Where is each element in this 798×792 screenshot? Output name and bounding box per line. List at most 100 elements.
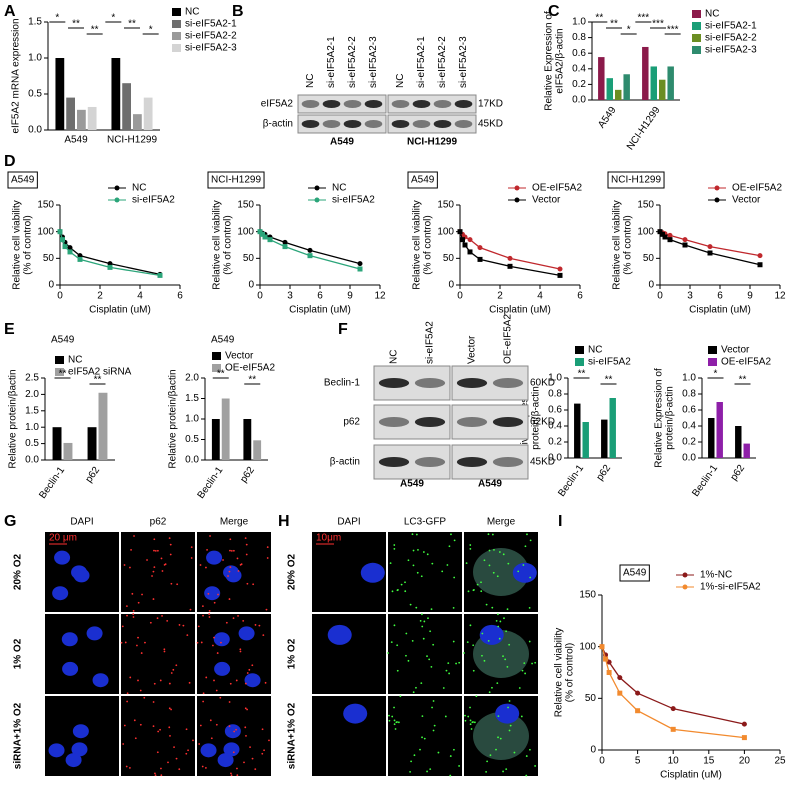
- puncta: [499, 737, 502, 740]
- puncta: [502, 553, 505, 556]
- row-label: β-actin: [263, 119, 293, 130]
- puncta: [431, 562, 434, 565]
- puncta: [228, 570, 231, 573]
- micrograph: [388, 696, 462, 776]
- legend-label: 1%-si-eIF5A2: [700, 582, 761, 593]
- point: [282, 239, 288, 245]
- nucleus: [54, 550, 71, 565]
- puncta: [213, 636, 215, 639]
- y-axis-label: eIF5A2 mRNA expression: [11, 18, 22, 133]
- point: [741, 721, 747, 727]
- puncta: [481, 632, 484, 635]
- title-box: [607, 171, 665, 189]
- puncta: [455, 662, 457, 665]
- y-axis-label: Relative protein/βactin: [8, 369, 19, 468]
- chart-title: NCI-H1299: [611, 175, 661, 186]
- nucleus: [86, 626, 103, 641]
- puncta: [393, 544, 396, 546]
- puncta: [149, 621, 152, 624]
- point: [357, 266, 363, 272]
- puncta: [419, 619, 422, 622]
- puncta: [136, 644, 138, 647]
- bar: [609, 398, 616, 458]
- puncta: [448, 545, 451, 548]
- puncta: [491, 686, 493, 689]
- puncta: [520, 715, 523, 718]
- bar: [211, 419, 220, 460]
- puncta: [217, 593, 219, 596]
- puncta: [266, 557, 269, 559]
- puncta: [129, 767, 131, 769]
- puncta: [251, 757, 254, 760]
- puncta: [429, 630, 432, 633]
- y-axis-label: Relative cell viability: [554, 628, 565, 717]
- puncta: [464, 714, 466, 717]
- x-tick-label: NCI-H1299: [625, 105, 663, 153]
- sig-label: **: [610, 19, 618, 30]
- x-tick-label: 15: [703, 756, 715, 767]
- legend-marker: [714, 185, 720, 191]
- puncta: [475, 695, 478, 698]
- point: [599, 644, 605, 650]
- y-tick-label: 100: [437, 226, 454, 237]
- puncta: [168, 726, 171, 729]
- puncta: [497, 736, 499, 739]
- nucleus: [214, 661, 231, 676]
- point: [477, 245, 483, 251]
- bar: [659, 79, 666, 100]
- y-tick-label: 50: [43, 253, 55, 264]
- puncta: [395, 721, 398, 724]
- puncta: [126, 700, 129, 703]
- x-tick-label: 5: [635, 756, 641, 767]
- puncta: [152, 570, 155, 573]
- puncta: [213, 679, 215, 682]
- puncta: [175, 757, 178, 760]
- puncta: [524, 545, 527, 548]
- legend-marker: [114, 197, 120, 203]
- legend-label: NC: [588, 345, 602, 356]
- puncta: [167, 761, 169, 764]
- puncta: [240, 563, 243, 566]
- puncta: [230, 772, 232, 775]
- micrograph: [388, 532, 462, 612]
- micrograph: [388, 614, 462, 694]
- band: [414, 457, 446, 467]
- puncta: [245, 735, 247, 737]
- puncta: [415, 606, 418, 609]
- puncta: [422, 551, 425, 553]
- point: [635, 708, 641, 714]
- puncta: [157, 730, 160, 733]
- legend-swatch: [575, 358, 584, 366]
- puncta: [449, 755, 452, 757]
- legend-label: si-eIF5A2: [332, 195, 375, 206]
- x-axis-label: Cisplatin (uM): [489, 305, 551, 316]
- puncta: [215, 723, 218, 726]
- puncta: [471, 721, 474, 724]
- puncta: [228, 725, 231, 728]
- puncta: [129, 566, 131, 569]
- y-tick-label: 0: [48, 280, 54, 291]
- point: [670, 726, 676, 732]
- y-tick-label: 2.5: [25, 373, 39, 384]
- nucleus: [213, 632, 230, 647]
- bar: [650, 66, 657, 100]
- puncta: [205, 767, 207, 769]
- nucleus: [200, 743, 217, 758]
- puncta: [188, 681, 191, 684]
- puncta: [469, 706, 471, 709]
- lane-label: si-eIF5A2-3: [458, 36, 469, 88]
- puncta: [202, 700, 205, 703]
- puncta: [405, 632, 408, 635]
- band: [433, 120, 452, 128]
- point: [635, 690, 641, 696]
- sig-label: **: [578, 369, 586, 380]
- puncta: [156, 617, 159, 620]
- puncta: [505, 630, 508, 633]
- puncta: [488, 564, 491, 567]
- puncta: [444, 715, 447, 718]
- point: [107, 264, 113, 270]
- puncta: [453, 748, 455, 751]
- puncta: [137, 601, 140, 604]
- puncta: [506, 608, 509, 611]
- puncta: [492, 571, 495, 574]
